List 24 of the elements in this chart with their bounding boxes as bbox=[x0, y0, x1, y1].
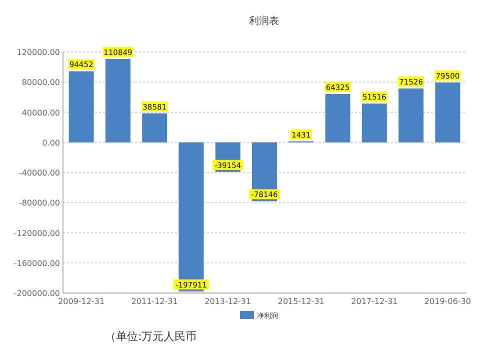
x-tick-label: 2017-12-31 bbox=[351, 297, 398, 306]
y-tick-label: -120000.00 bbox=[14, 228, 60, 238]
x-tick-label: 2011-12-31 bbox=[131, 297, 178, 306]
y-tick-label: -40000.00 bbox=[18, 168, 60, 178]
bar bbox=[68, 71, 94, 142]
x-tick-label: 2015-12-31 bbox=[278, 297, 324, 306]
bar bbox=[105, 58, 130, 142]
bar bbox=[435, 82, 460, 142]
y-tick-label: 0.00 bbox=[42, 138, 60, 148]
chart-title: 利润表 bbox=[249, 15, 279, 27]
y-tick-label: 80000.00 bbox=[22, 78, 60, 88]
bar bbox=[142, 113, 168, 142]
bar bbox=[362, 104, 387, 142]
x-tick-label: 2013-12-31 bbox=[204, 297, 252, 306]
bar bbox=[398, 88, 424, 142]
x-tick-label: 2019-06-30 bbox=[424, 297, 471, 306]
x-tick-label: 2009-12-31 bbox=[58, 297, 105, 306]
y-tick-label: -200000.00 bbox=[14, 289, 60, 298]
bar bbox=[325, 94, 350, 142]
text: （单位:万元人民币 bbox=[105, 330, 197, 343]
y-tick-label: -160000.00 bbox=[14, 258, 60, 268]
y-tick-label: -80000.00 bbox=[18, 198, 60, 208]
y-tick-label: 120000.00 bbox=[16, 48, 60, 57]
y-tick-label: 40000.00 bbox=[22, 108, 60, 118]
